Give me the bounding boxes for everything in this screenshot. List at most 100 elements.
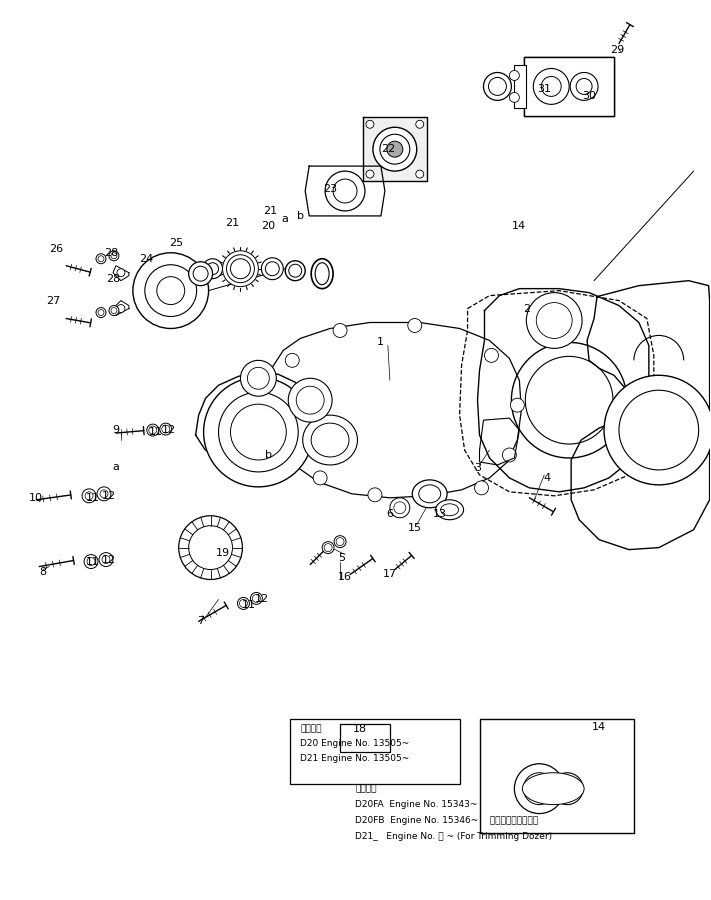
Circle shape <box>333 179 357 203</box>
Circle shape <box>509 93 519 103</box>
Circle shape <box>133 253 208 328</box>
Text: 12: 12 <box>255 594 269 605</box>
Circle shape <box>117 304 125 312</box>
Circle shape <box>250 592 262 605</box>
Bar <box>524 57 614 116</box>
Text: 25: 25 <box>169 238 183 248</box>
Circle shape <box>162 425 170 433</box>
Circle shape <box>247 367 269 389</box>
Circle shape <box>416 121 424 129</box>
Circle shape <box>218 392 298 472</box>
Text: 1: 1 <box>376 338 383 347</box>
Circle shape <box>85 491 93 500</box>
Ellipse shape <box>207 263 218 274</box>
Circle shape <box>240 360 277 396</box>
Circle shape <box>230 404 287 460</box>
Ellipse shape <box>265 262 279 275</box>
Text: b: b <box>264 450 272 460</box>
Bar <box>290 719 459 784</box>
Circle shape <box>533 68 570 104</box>
Text: D20FB  Engine No. 15346~    トリミングドーザ用: D20FB Engine No. 15346~ トリミングドーザ用 <box>355 816 538 825</box>
Circle shape <box>619 391 699 470</box>
Text: b: b <box>296 211 304 220</box>
Text: 12: 12 <box>102 554 116 564</box>
Text: 29: 29 <box>610 45 624 55</box>
Circle shape <box>230 259 250 279</box>
Text: 19: 19 <box>215 547 230 558</box>
Text: 26: 26 <box>49 244 63 254</box>
Circle shape <box>525 356 613 444</box>
Text: D20FA  Engine No. 15343~: D20FA Engine No. 15343~ <box>355 800 477 809</box>
Circle shape <box>324 544 332 552</box>
Circle shape <box>536 302 572 338</box>
Circle shape <box>333 323 347 338</box>
Bar <box>479 719 634 833</box>
Ellipse shape <box>315 263 329 284</box>
Text: 16: 16 <box>338 572 352 582</box>
Text: 9: 9 <box>112 425 119 435</box>
Circle shape <box>322 542 334 554</box>
Circle shape <box>227 255 255 283</box>
Circle shape <box>408 319 422 332</box>
Ellipse shape <box>188 262 213 285</box>
Ellipse shape <box>436 500 464 519</box>
Circle shape <box>111 308 117 313</box>
Text: 31: 31 <box>538 85 551 94</box>
Text: 28: 28 <box>106 274 120 284</box>
Circle shape <box>240 599 247 608</box>
Text: 適用号機: 適用号機 <box>300 724 321 733</box>
Ellipse shape <box>483 73 511 101</box>
Text: 12: 12 <box>102 491 116 500</box>
Circle shape <box>157 276 185 304</box>
Circle shape <box>313 471 327 485</box>
Text: 27: 27 <box>46 295 60 306</box>
Ellipse shape <box>311 423 349 457</box>
Text: 23: 23 <box>323 184 337 194</box>
Circle shape <box>604 375 711 485</box>
Circle shape <box>237 598 250 609</box>
Circle shape <box>97 487 111 500</box>
Circle shape <box>96 254 106 264</box>
Circle shape <box>418 488 432 502</box>
Ellipse shape <box>523 773 584 805</box>
Ellipse shape <box>203 259 223 279</box>
Circle shape <box>188 526 232 570</box>
Text: 7: 7 <box>197 616 204 626</box>
Circle shape <box>576 78 592 94</box>
Ellipse shape <box>488 77 506 95</box>
Circle shape <box>252 594 260 602</box>
Circle shape <box>149 426 157 434</box>
Circle shape <box>511 342 627 458</box>
Circle shape <box>111 253 117 259</box>
Circle shape <box>484 348 498 363</box>
Circle shape <box>416 170 424 178</box>
Circle shape <box>178 516 242 580</box>
Circle shape <box>96 308 106 318</box>
Circle shape <box>223 251 258 286</box>
Text: 適用号機: 適用号機 <box>355 784 377 793</box>
Circle shape <box>336 537 344 545</box>
Text: 17: 17 <box>383 569 397 579</box>
Circle shape <box>387 141 403 158</box>
Bar <box>514 65 526 108</box>
Circle shape <box>100 490 108 498</box>
Circle shape <box>557 778 577 798</box>
Ellipse shape <box>412 480 447 508</box>
Text: 8: 8 <box>40 566 47 577</box>
Circle shape <box>510 398 524 412</box>
Text: 13: 13 <box>433 508 447 518</box>
Circle shape <box>203 377 313 487</box>
Text: 5: 5 <box>338 553 346 562</box>
Circle shape <box>84 554 98 569</box>
Ellipse shape <box>303 415 358 465</box>
Circle shape <box>570 73 598 101</box>
Circle shape <box>296 386 324 414</box>
Circle shape <box>394 502 406 514</box>
Circle shape <box>285 354 299 367</box>
Text: 12: 12 <box>161 425 176 435</box>
Circle shape <box>87 558 95 565</box>
Text: 24: 24 <box>139 254 153 264</box>
Circle shape <box>373 127 417 171</box>
Circle shape <box>509 70 519 80</box>
Text: 22: 22 <box>381 144 395 154</box>
